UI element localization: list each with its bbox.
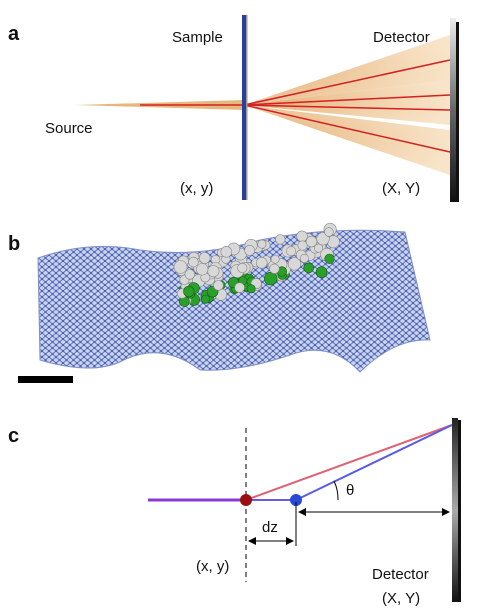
atom <box>238 263 248 273</box>
detector <box>450 18 456 202</box>
atom <box>196 264 208 276</box>
detector-edge <box>456 22 459 202</box>
dz-label: dz <box>262 519 278 536</box>
detector-label: Detector <box>373 29 430 46</box>
atom <box>221 246 232 257</box>
detector-edge <box>458 420 461 602</box>
theta-label: θ <box>346 482 354 499</box>
sample-plate <box>242 15 246 200</box>
atom <box>304 263 314 273</box>
atom <box>201 295 209 303</box>
atom <box>245 245 255 255</box>
atom <box>297 231 308 242</box>
atom <box>276 235 286 245</box>
scattered-beams <box>244 35 450 175</box>
scale-bar <box>18 376 73 383</box>
atom <box>258 240 266 248</box>
sample-coords: (x, y) <box>196 558 229 575</box>
panel-c: c dz θ (x, y) Detector (X, Y) <box>8 418 461 607</box>
sample-coords: (x, y) <box>180 180 213 197</box>
atom <box>185 270 195 280</box>
detector-coords: (X, Y) <box>382 180 420 197</box>
detector-label: Detector <box>372 566 429 583</box>
atom <box>264 272 277 285</box>
panel-label: b <box>8 233 20 255</box>
atom <box>286 246 295 255</box>
panel-label: a <box>8 23 20 45</box>
atom <box>300 254 308 262</box>
detector-coords: (X, Y) <box>382 590 420 607</box>
source-label: Source <box>45 120 93 137</box>
sample-label: Sample <box>172 29 223 46</box>
panel-a: a Sample Detector Source (x, y) (X, Y) <box>8 15 459 202</box>
atom <box>199 253 210 264</box>
theta-arc <box>334 481 338 500</box>
atom <box>174 261 187 274</box>
panel-label: c <box>8 425 19 447</box>
blue-ray <box>296 425 452 500</box>
atom <box>214 281 224 291</box>
panel-b: b <box>8 223 430 383</box>
sample-edge <box>246 15 248 200</box>
detector <box>452 418 458 602</box>
atom <box>247 285 255 293</box>
atom <box>184 286 195 297</box>
red-point <box>240 494 252 506</box>
atom <box>189 257 199 267</box>
atom <box>325 254 335 264</box>
atom <box>270 264 280 274</box>
atom <box>256 257 267 268</box>
atom <box>316 267 327 278</box>
atom <box>298 241 307 250</box>
atom <box>306 236 317 247</box>
figure: a Sample Detector Source (x, y) (X, Y) b… <box>0 0 479 609</box>
atom <box>208 265 219 276</box>
atom <box>325 228 334 237</box>
atom <box>271 255 279 263</box>
atom <box>235 283 245 293</box>
